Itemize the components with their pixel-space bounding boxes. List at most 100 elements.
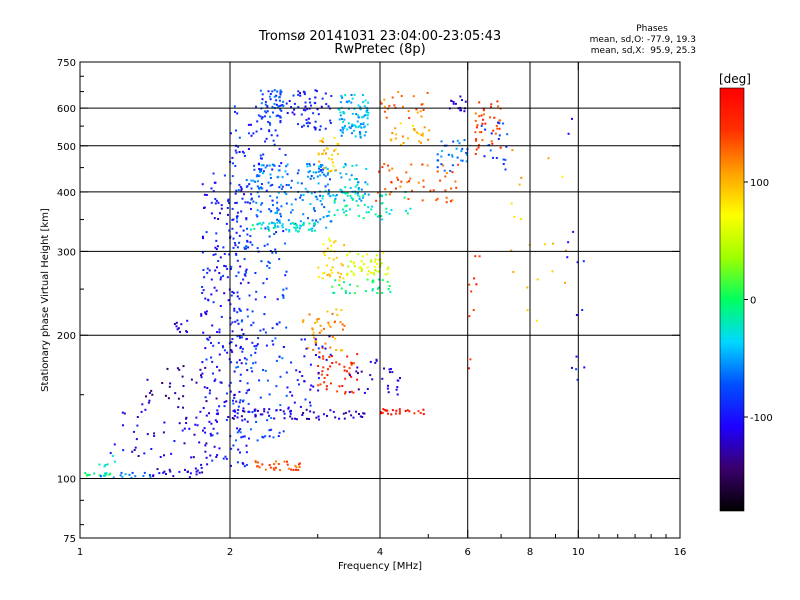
data-point [452, 102, 455, 105]
data-point [250, 134, 253, 137]
data-point [268, 235, 271, 238]
data-point [245, 358, 248, 361]
data-point [176, 367, 179, 370]
data-point [401, 135, 404, 138]
data-point [383, 105, 386, 108]
data-point [267, 227, 270, 230]
data-point [319, 218, 322, 221]
data-point [331, 153, 334, 156]
data-point [372, 273, 375, 276]
data-point [582, 260, 585, 263]
data-point [272, 467, 275, 470]
data-point [333, 136, 336, 139]
data-point [342, 112, 345, 115]
data-point [319, 140, 322, 143]
data-point [375, 358, 378, 361]
data-point [406, 212, 409, 215]
data-point [201, 361, 204, 364]
data-point [363, 105, 366, 108]
data-point [495, 157, 498, 159]
data-point [243, 193, 245, 196]
data-point [210, 342, 212, 344]
data-point [400, 143, 403, 146]
data-point [356, 378, 359, 381]
data-point [273, 143, 276, 146]
data-point [317, 377, 320, 380]
data-point [321, 152, 324, 155]
data-point [240, 362, 243, 365]
data-point [399, 185, 402, 188]
data-point [260, 186, 262, 189]
data-point [182, 365, 185, 368]
data-point [279, 221, 281, 224]
data-point [242, 409, 244, 412]
data-point [87, 474, 90, 476]
data-point [351, 112, 354, 115]
data-point [342, 277, 345, 280]
data-point [352, 262, 355, 265]
data-point [210, 201, 213, 204]
data-point [418, 140, 421, 143]
data-point [208, 412, 210, 415]
data-point [274, 337, 277, 340]
data-point [214, 269, 217, 272]
data-point [482, 118, 484, 121]
data-point [231, 227, 234, 230]
data-point [437, 159, 440, 162]
data-point [366, 266, 369, 269]
x-tick-label: 4 [377, 547, 383, 558]
data-point [363, 134, 366, 137]
data-point [268, 222, 271, 225]
data-point [328, 335, 331, 338]
data-point [340, 309, 343, 312]
data-point [226, 207, 229, 209]
data-point [286, 112, 289, 114]
data-point [238, 241, 241, 244]
data-point [279, 89, 282, 92]
data-point [272, 139, 275, 142]
data-point [267, 120, 270, 123]
data-point [248, 132, 250, 135]
data-point [205, 414, 208, 417]
data-point [426, 164, 429, 167]
data-point [498, 127, 501, 130]
data-point [366, 108, 369, 111]
data-point [236, 461, 239, 464]
data-point [269, 184, 272, 187]
data-point [309, 228, 312, 231]
data-point [208, 336, 211, 339]
data-point [299, 94, 302, 97]
data-point [357, 126, 360, 129]
data-point [371, 205, 374, 208]
data-point [353, 265, 356, 268]
data-point [112, 476, 115, 479]
data-point [312, 411, 315, 414]
data-point [322, 272, 325, 275]
data-point [374, 268, 377, 271]
data-point [271, 163, 274, 166]
data-point [361, 269, 363, 272]
data-point [407, 110, 410, 113]
data-point [217, 341, 220, 344]
data-point [306, 165, 309, 168]
data-point [237, 405, 240, 408]
data-point [134, 475, 137, 478]
data-point [273, 95, 276, 98]
data-point [276, 211, 279, 214]
data-point [268, 393, 271, 396]
data-point [225, 419, 228, 421]
data-point [307, 228, 310, 231]
data-point [371, 281, 374, 284]
data-point [272, 343, 275, 346]
data-point [330, 95, 333, 97]
data-point [321, 197, 324, 200]
data-point [355, 178, 358, 180]
data-point [496, 127, 499, 130]
data-point [198, 471, 201, 474]
data-point [213, 380, 216, 382]
data-point [365, 114, 368, 117]
data-point [236, 319, 239, 322]
data-point [164, 394, 167, 397]
data-point [319, 165, 322, 168]
